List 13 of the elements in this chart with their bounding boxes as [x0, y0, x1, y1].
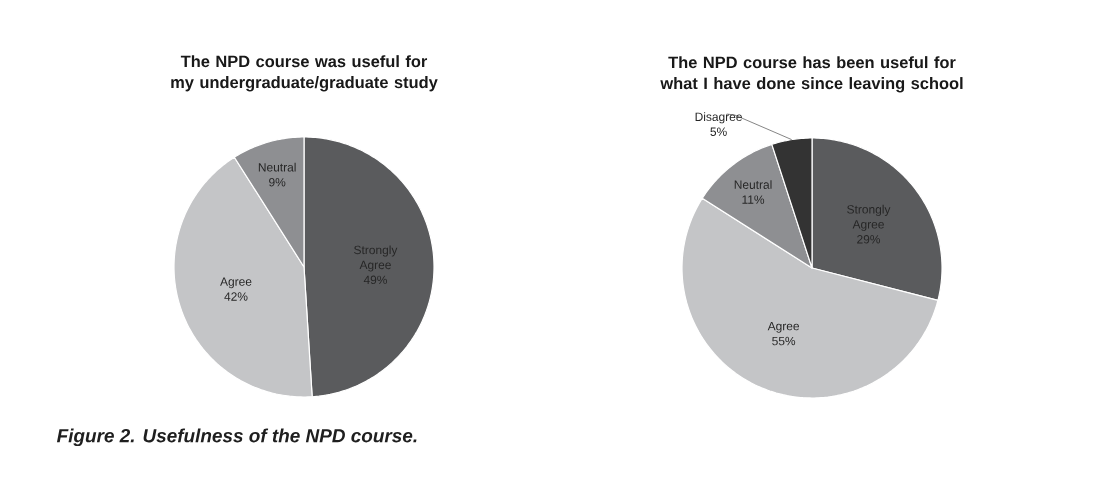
slice-label: Agree — [767, 321, 800, 333]
chart-title: The NPD course was useful for my undergraduate/graduate study — [171, 55, 438, 92]
slice-label: Neutral — [258, 162, 296, 172]
slice-label: Disagree — [695, 112, 742, 124]
caption: Figure 2. Usefulness of the NPD course. — [56, 428, 417, 447]
slice-label: Agree — [220, 277, 252, 289]
data-label: 55% — [772, 336, 796, 346]
data-label: 11% — [742, 195, 765, 204]
slice-label: Neutral — [734, 180, 772, 189]
data-label: 9% — [269, 178, 286, 187]
chart-title: The NPD course has been useful for what I have done since leaving school — [660, 56, 963, 93]
data-label: 5% — [710, 127, 727, 136]
data-label: 42% — [224, 292, 248, 301]
